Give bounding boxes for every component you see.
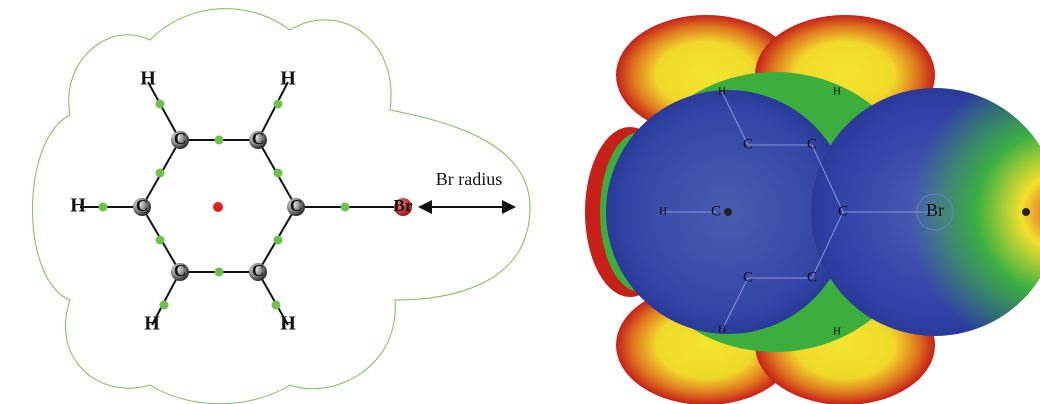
atom-label: C (136, 196, 148, 215)
atom-label: C (174, 261, 186, 280)
atom-label: H (718, 86, 726, 98)
radius-arrow (418, 200, 516, 214)
right-panel: H H C C H C C Br C C H H (585, 15, 1040, 404)
atom-label: C (743, 269, 753, 285)
atom-label: C (711, 203, 721, 219)
atom-label: C (252, 261, 264, 280)
atom-label: H (833, 326, 841, 338)
atom-label: Br (394, 196, 413, 215)
atom-label: C (807, 269, 817, 285)
atom-label: H (659, 206, 667, 218)
atom-label: H (280, 313, 296, 335)
bonds (80, 82, 398, 325)
atom-label: C (743, 136, 753, 152)
atom-label: H (70, 195, 86, 217)
atom-label: H (718, 324, 726, 336)
atom-label: C (838, 203, 848, 219)
atom-label: Br (926, 200, 944, 220)
atom-label: H (833, 86, 841, 98)
annotation: Br radius (436, 169, 503, 189)
atom-label: H (144, 313, 160, 335)
atom-label: C (290, 196, 302, 215)
left-panel: H H C C H C C Br C C H H Br radius (33, 9, 531, 404)
figure: H H C C H C C Br C C H H Br radius H H C… (0, 0, 1040, 404)
atom-label: C (252, 129, 264, 148)
atom-label: C (807, 136, 817, 152)
atom-label: H (280, 68, 296, 90)
atom-label: H (140, 68, 156, 90)
atom-label: C (174, 129, 186, 148)
